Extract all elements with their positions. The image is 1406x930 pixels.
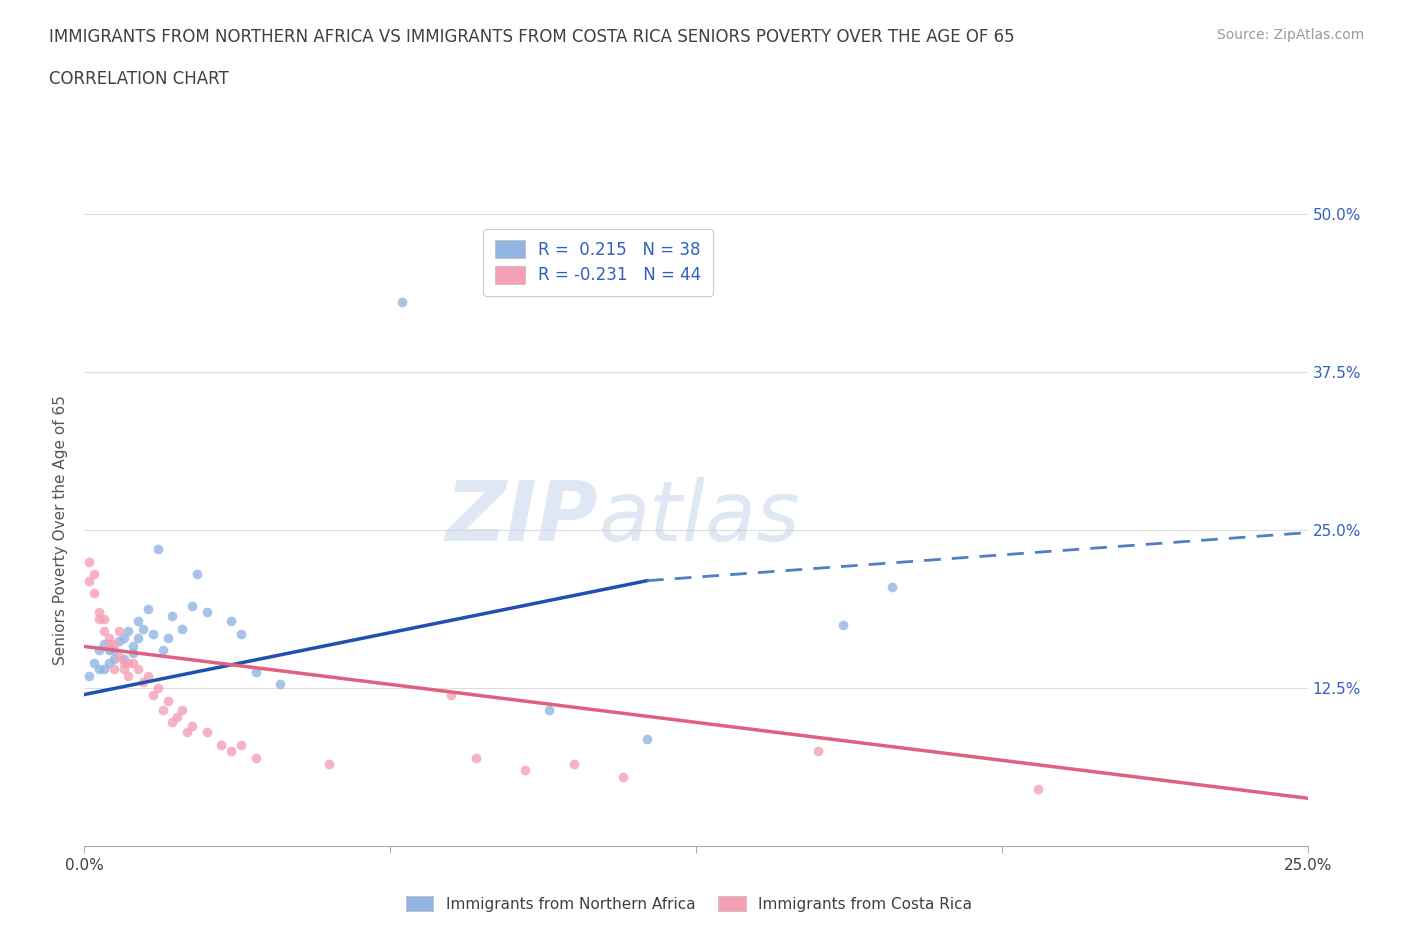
Point — [136, 601, 159, 616]
Point — [562, 757, 585, 772]
Point — [122, 639, 145, 654]
Point — [93, 624, 115, 639]
Point — [219, 614, 242, 629]
Point — [181, 719, 204, 734]
Point — [513, 763, 536, 777]
Point — [181, 599, 204, 614]
Text: CORRELATION CHART: CORRELATION CHART — [49, 70, 229, 87]
Point — [152, 643, 174, 658]
Point — [112, 631, 135, 645]
Point — [156, 631, 179, 645]
Point — [176, 725, 198, 740]
Point — [97, 643, 120, 658]
Point — [77, 554, 100, 569]
Point — [229, 627, 252, 642]
Point — [103, 662, 125, 677]
Point — [87, 662, 110, 677]
Point — [93, 636, 115, 651]
Point — [245, 751, 267, 765]
Point — [117, 656, 139, 671]
Point — [97, 636, 120, 651]
Point — [122, 656, 145, 671]
Y-axis label: Seniors Poverty Over the Age of 65: Seniors Poverty Over the Age of 65 — [53, 395, 69, 665]
Point — [87, 643, 110, 658]
Point — [318, 757, 340, 772]
Point — [166, 710, 188, 724]
Point — [807, 744, 830, 759]
Point — [103, 636, 125, 651]
Point — [132, 621, 155, 636]
Point — [229, 737, 252, 752]
Point — [195, 604, 218, 619]
Point — [107, 634, 129, 649]
Point — [107, 624, 129, 639]
Point — [245, 664, 267, 679]
Point — [127, 662, 149, 677]
Point — [77, 668, 100, 683]
Point — [156, 694, 179, 709]
Text: Source: ZipAtlas.com: Source: ZipAtlas.com — [1216, 28, 1364, 42]
Point — [209, 737, 232, 752]
Point — [269, 677, 291, 692]
Point — [538, 702, 561, 717]
Legend: Immigrants from Northern Africa, Immigrants from Costa Rica: Immigrants from Northern Africa, Immigra… — [399, 889, 979, 918]
Point — [122, 645, 145, 660]
Point — [172, 702, 194, 717]
Point — [127, 631, 149, 645]
Point — [117, 624, 139, 639]
Point — [219, 744, 242, 759]
Point — [83, 567, 105, 582]
Point — [146, 541, 169, 556]
Point — [136, 668, 159, 683]
Point — [1028, 782, 1050, 797]
Point — [172, 621, 194, 636]
Point — [97, 631, 120, 645]
Point — [132, 674, 155, 689]
Point — [112, 662, 135, 677]
Point — [103, 643, 125, 658]
Point — [117, 668, 139, 683]
Point — [612, 769, 634, 784]
Text: ZIP: ZIP — [446, 477, 598, 558]
Point — [162, 608, 184, 623]
Point — [112, 652, 135, 667]
Point — [391, 295, 413, 310]
Point — [162, 715, 184, 730]
Point — [93, 662, 115, 677]
Point — [103, 652, 125, 667]
Point — [127, 614, 149, 629]
Point — [87, 611, 110, 626]
Text: atlas: atlas — [598, 477, 800, 558]
Point — [142, 687, 165, 702]
Point — [880, 579, 903, 594]
Legend: R =  0.215   N = 38, R = -0.231   N = 44: R = 0.215 N = 38, R = -0.231 N = 44 — [484, 229, 713, 296]
Point — [636, 731, 658, 746]
Point — [831, 618, 853, 632]
Text: IMMIGRANTS FROM NORTHERN AFRICA VS IMMIGRANTS FROM COSTA RICA SENIORS POVERTY OV: IMMIGRANTS FROM NORTHERN AFRICA VS IMMIG… — [49, 28, 1015, 46]
Point — [87, 604, 110, 619]
Point — [146, 681, 169, 696]
Point — [97, 656, 120, 671]
Point — [93, 611, 115, 626]
Point — [112, 656, 135, 671]
Point — [107, 649, 129, 664]
Point — [77, 573, 100, 588]
Point — [464, 751, 486, 765]
Point — [195, 725, 218, 740]
Point — [152, 702, 174, 717]
Point — [440, 687, 463, 702]
Point — [83, 656, 105, 671]
Point — [83, 586, 105, 601]
Point — [142, 627, 165, 642]
Point — [186, 567, 208, 582]
